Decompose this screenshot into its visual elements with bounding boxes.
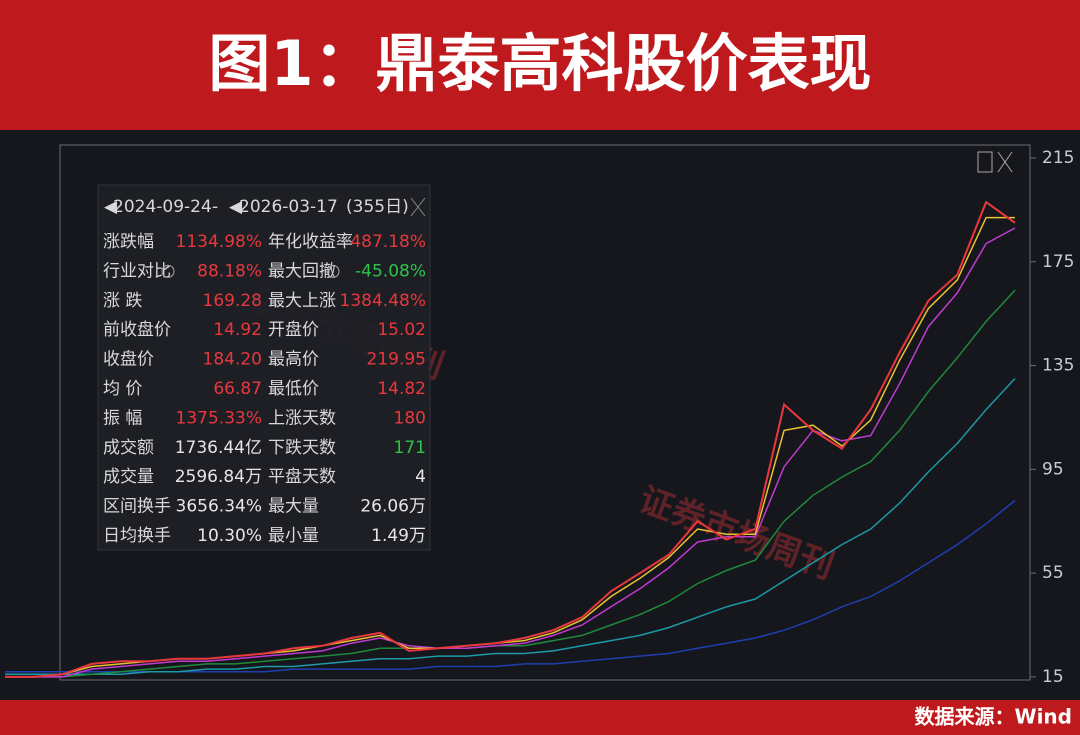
stat-value: 169.28 [203,291,262,311]
stat-label: 开盘价 [268,320,319,340]
stat-label: 最低价 [268,379,319,399]
stat-label: 日均换手 [103,526,171,546]
source: 数据来源：Wind [915,705,1072,729]
stat-label: 最小量 [268,526,319,546]
arrow[interactable]: ◀ [229,197,243,217]
plot-frame [59,144,1031,681]
stat-value: 1134.98% [176,232,262,252]
y-tick-label: 175 [1042,252,1074,272]
stat-value: 1736.44亿 [175,438,262,458]
stat-value: 14.82 [377,379,426,399]
stat-label: 最大上涨 [268,291,336,311]
stat-label: 成交量 [103,467,154,487]
stat-value: 88.18% [197,261,262,281]
stat-label: 上涨天数 [268,408,336,428]
stat-label: 前收盘价 [103,320,171,340]
stat-label: 涨 跌 [103,291,142,311]
help-icon [161,264,175,278]
stat-value: -45.08% [355,261,426,281]
footer-bar [0,700,1080,735]
close-icon[interactable] [997,151,1013,173]
help-icon [326,264,340,278]
days: (355日) [346,197,409,217]
y-tick-label: 55 [1042,563,1064,583]
stat-label: 均 价 [103,379,142,399]
y-tick-label: 95 [1042,459,1064,479]
stat-label: 收盘价 [103,350,154,370]
y-tick-label: 15 [1042,667,1064,687]
stat-label: 行业对比 [103,261,171,281]
stat-value: 180 [394,408,426,428]
price-line [5,377,1016,676]
title: 图1：鼎泰高科股价表现 [208,27,871,100]
stat-value: 15.02 [377,320,426,340]
start-date[interactable]: 2024-09-24 [113,197,212,217]
stats-panel [97,184,431,551]
stat-value: 171 [394,438,426,458]
stat-label: 振 幅 [103,408,142,428]
y-tick-label: 135 [1042,356,1074,376]
stat-label: 最高价 [268,350,319,370]
y-tick-label: 215 [1042,148,1074,168]
icon[interactable] [977,151,993,173]
stat-value: 219.95 [367,350,426,370]
stat-value: 4 [415,467,426,487]
stat-label: 最大量 [268,497,319,517]
arrow[interactable]: ◀ [104,197,118,217]
stat-value: 184.20 [203,350,262,370]
stat-value: 1.49万 [371,526,426,546]
stat-value: 26.06万 [360,497,426,517]
stat-value: 10.30% [197,526,262,546]
panel-close[interactable] [410,197,426,217]
stat-value: 1375.33% [176,408,262,428]
title-banner [0,0,1080,130]
date-separator: - [212,197,218,217]
price-line [5,200,1016,678]
stat-label: 区间换手 [103,497,171,517]
stat-label: 最大回撤 [268,261,336,281]
price-line [5,227,1016,678]
stat-label: 成交额 [103,438,154,458]
stat-value: 487.18% [350,232,426,252]
stat-value: 1384.48% [340,291,426,311]
stat-label: 下跌天数 [268,438,336,458]
stat-label: 平盘天数 [268,467,336,487]
stat-label: 涨跌幅 [103,232,154,252]
stat-value: 14.92 [213,320,262,340]
end-date[interactable]: 2026-03-17 [239,197,338,217]
price-line [5,289,1016,678]
stat-value: 2596.84万 [175,467,262,487]
stat-value: 3656.34% [176,497,262,517]
stat-value: 66.87 [213,379,262,399]
stat-label: 年化收益率 [268,232,353,252]
